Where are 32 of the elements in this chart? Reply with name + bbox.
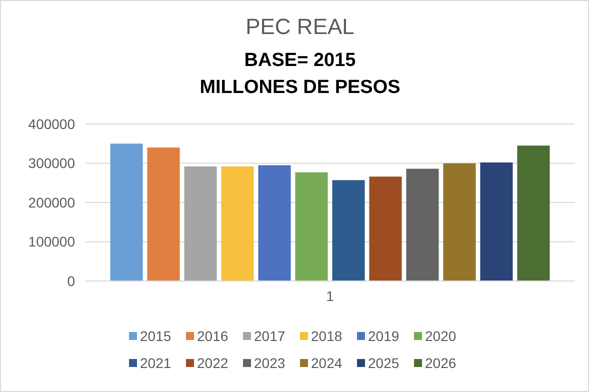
y-tick-label: 400000 [28, 116, 76, 132]
y-tick-label: 300000 [28, 155, 76, 172]
bar [443, 163, 476, 281]
legend-label: 2024 [311, 354, 342, 371]
bar [517, 146, 550, 281]
legend-label: 2026 [425, 354, 456, 371]
legend-label: 2023 [254, 354, 286, 371]
y-tick-label: 0 [67, 272, 76, 289]
y-tick-label: 100000 [28, 234, 76, 250]
bar [480, 162, 513, 281]
legend-label: 2016 [197, 328, 228, 344]
y-tick-label: 200000 [28, 194, 76, 210]
chart-subtitle: BASE= 2015 MILLONES DE PESOS [200, 50, 400, 98]
x-tick-label: 1 [326, 288, 334, 304]
bar [406, 168, 439, 281]
legend-label: 2019 [368, 328, 400, 344]
legend-label: 2021 [140, 354, 172, 371]
bar [184, 166, 217, 281]
bar [369, 176, 402, 281]
bar [258, 165, 291, 281]
bar [332, 180, 365, 281]
bar [295, 172, 328, 281]
legend-label: 2020 [425, 328, 456, 344]
chart-title: PEC REAL [246, 14, 354, 39]
legend-label: 2015 [140, 328, 172, 344]
legend-label: 2022 [197, 354, 228, 371]
bar [110, 144, 143, 281]
bar [147, 148, 180, 281]
bar [221, 166, 254, 281]
legend-label: 2018 [311, 328, 342, 344]
legend-label: 2017 [254, 328, 286, 344]
legend-label: 2025 [368, 354, 400, 371]
